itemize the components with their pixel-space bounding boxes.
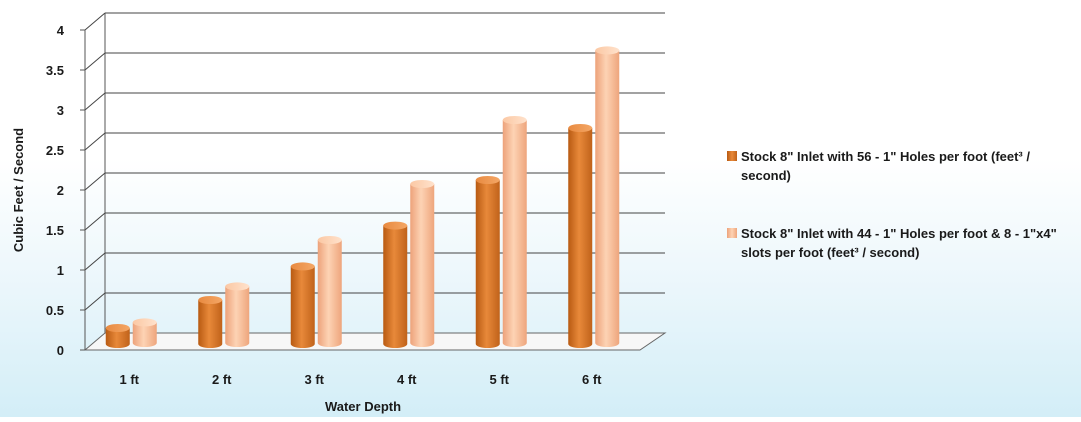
bar-body [198, 300, 223, 348]
bar-4ft-series-1 [383, 221, 408, 348]
bar-4ft-series-2 [410, 180, 435, 347]
bar-body [595, 50, 620, 348]
bar-top [475, 176, 500, 184]
x-tick-label: 2 ft [212, 372, 232, 387]
y-tick-label: 0.5 [46, 303, 64, 318]
bar-body [410, 184, 435, 347]
x-tick-label: 4 ft [397, 372, 417, 387]
bar-top [595, 46, 620, 55]
legend-item-series-1: Stock 8" Inlet with 56 - 1" Holes per fo… [727, 147, 1072, 185]
bar-5ft-series-1 [475, 176, 500, 348]
y-tick-label: 0 [57, 343, 64, 358]
bar-top [105, 324, 130, 332]
x-tick-label: 1 ft [120, 372, 140, 387]
gridline-diagonal [84, 132, 106, 151]
bar-3ft-series-1 [290, 262, 315, 348]
y-tick-label: 3 [57, 103, 64, 118]
y-tick-label: 2 [57, 183, 64, 198]
x-tick-label: 5 ft [490, 372, 510, 387]
bar-top [410, 180, 435, 188]
bar-body [132, 322, 157, 347]
bar-body [502, 120, 527, 347]
y-tick-label: 1 [57, 263, 64, 278]
axis-labels: Water Depth Cubic Feet / Second [11, 128, 401, 414]
bar-top [132, 318, 157, 327]
gridline-diagonal [84, 12, 106, 31]
gridline-diagonal [84, 92, 106, 111]
bar-2ft-series-2 [225, 282, 250, 347]
bar-body [225, 286, 250, 347]
legend: Stock 8" Inlet with 56 - 1" Holes per fo… [727, 147, 1072, 301]
bar-1ft-series-2 [132, 318, 157, 347]
bar-top [225, 282, 250, 291]
bar-body [568, 128, 593, 348]
bar-3ft-series-2 [317, 236, 342, 347]
bar-top [383, 221, 408, 230]
bar-top [502, 116, 527, 124]
bar-top [317, 236, 342, 244]
bar-6ft-series-1 [568, 124, 593, 348]
bar-5ft-series-2 [502, 116, 527, 347]
y-tick-label: 2.5 [46, 143, 64, 158]
y-axis-title: Cubic Feet / Second [11, 128, 26, 252]
gridline-diagonal [84, 292, 106, 311]
bar-body [475, 180, 500, 348]
bar-top [568, 124, 593, 132]
bars [105, 46, 620, 348]
bar-1ft-series-1 [105, 324, 130, 348]
bar-body [105, 328, 130, 348]
bar-body [383, 225, 408, 348]
legend-label-series-2: Stock 8" Inlet with 44 - 1" Holes per fo… [741, 226, 1057, 260]
x-tick-label: 6 ft [582, 372, 602, 387]
gridline-diagonal [84, 52, 106, 71]
gridline-diagonal [84, 252, 106, 271]
y-tick-label: 1.5 [46, 223, 64, 238]
x-axis-title: Water Depth [325, 399, 401, 414]
legend-swatch-series-2 [727, 228, 737, 238]
gridline-diagonal [84, 212, 106, 231]
bar-top [198, 296, 223, 304]
gridline-diagonal [84, 172, 106, 191]
legend-swatch-series-1 [727, 151, 737, 161]
legend-item-series-2: Stock 8" Inlet with 44 - 1" Holes per fo… [727, 224, 1072, 262]
bar-6ft-series-2 [595, 46, 620, 348]
bar-2ft-series-1 [198, 296, 223, 348]
y-tick-label: 4 [57, 23, 65, 38]
y-tick-label: 3.5 [46, 63, 64, 78]
bar-top [290, 262, 315, 271]
x-tick-label: 3 ft [305, 372, 325, 387]
bar-body [317, 240, 342, 347]
legend-label-series-1: Stock 8" Inlet with 56 - 1" Holes per fo… [741, 149, 1030, 183]
bar-body [290, 266, 315, 348]
